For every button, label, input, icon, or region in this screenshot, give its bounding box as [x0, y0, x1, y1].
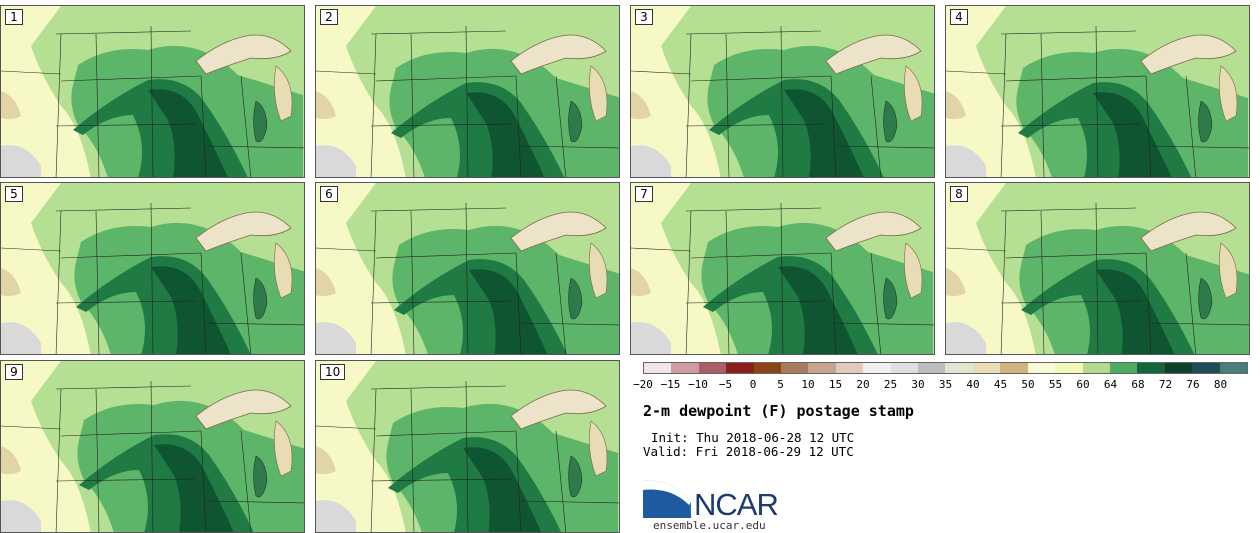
colorbar-tick: 45	[993, 378, 1008, 391]
colorbar-swatch	[1109, 363, 1138, 373]
colorbar-swatch	[1219, 363, 1247, 373]
dewpoint-map	[946, 6, 1249, 177]
map-panel: 9	[0, 360, 305, 533]
colorbar-swatch	[890, 363, 919, 373]
colorbar-swatch	[945, 363, 973, 373]
colorbar-swatch	[644, 363, 672, 373]
map-panel: 5	[0, 182, 305, 355]
colorbar-swatch	[918, 363, 946, 373]
panel-number-label: 8	[950, 186, 968, 202]
colorbar-swatch	[1192, 363, 1220, 373]
map-panel: 4	[945, 5, 1250, 178]
colorbar-tick: 55	[1048, 378, 1063, 391]
colorbar-swatch	[726, 363, 754, 373]
dewpoint-map	[316, 183, 619, 354]
valid-time: Valid: Fri 2018-06-29 12 UTC	[643, 444, 854, 459]
dewpoint-map	[1, 361, 304, 532]
map-panel: 7	[630, 182, 935, 355]
dewpoint-map	[631, 6, 934, 177]
colorbar-swatch	[1027, 363, 1056, 373]
colorbar-tick: 25	[883, 378, 898, 391]
figure-title: 2-m dewpoint (F) postage stamp	[643, 402, 914, 420]
colorbar-tick: −5	[718, 378, 733, 391]
colorbar-swatch	[972, 363, 1001, 373]
colorbar-tick: 50	[1021, 378, 1035, 391]
colorbar-tick: −15	[660, 378, 681, 391]
map-panel: 1	[0, 5, 305, 178]
panel-number-label: 6	[320, 186, 338, 202]
panel-number-label: 9	[5, 364, 23, 380]
colorbar-tick: 5	[777, 378, 784, 391]
colorbar-tick: 76	[1186, 378, 1200, 391]
panel-number-label: 10	[320, 364, 346, 380]
colorbar-tick-labels: −20 −15 −10 −5 0 5 10 15 20 25 30 35 40 45 50 55 60 64 68 7…	[633, 378, 1248, 392]
colorbar-tick: 40	[966, 378, 980, 391]
dewpoint-map	[1, 183, 304, 354]
colorbar-swatch	[781, 363, 809, 373]
colorbar-tick: 35	[938, 378, 953, 391]
colorbar-swatch	[1137, 363, 1165, 373]
colorbar-swatch	[1055, 363, 1083, 373]
colorbar-swatch	[808, 363, 836, 373]
dewpoint-map	[316, 6, 619, 177]
site-url: ensemble.ucar.edu	[653, 519, 766, 532]
dewpoint-map	[316, 361, 619, 532]
colorbar-swatch	[1000, 363, 1028, 373]
colorbar-swatch	[1164, 363, 1193, 373]
colorbar-swatch	[753, 363, 782, 373]
colorbar-swatch	[863, 363, 891, 373]
dewpoint-colorbar	[643, 362, 1248, 374]
colorbar-tick: −20	[633, 378, 653, 391]
colorbar-tick: 80	[1213, 378, 1228, 391]
logo-wordmark: NCAR	[694, 487, 779, 522]
init-time: Init: Thu 2018-06-28 12 UTC	[651, 430, 855, 445]
panel-number-label: 5	[5, 186, 23, 202]
colorbar-tick: 72	[1158, 378, 1173, 391]
dewpoint-map	[946, 183, 1249, 354]
colorbar-tick: 64	[1103, 378, 1118, 391]
colorbar-swatch	[698, 363, 727, 373]
colorbar-swatch	[1082, 363, 1110, 373]
colorbar-tick: 20	[856, 378, 870, 391]
colorbar-tick: 0	[749, 378, 757, 391]
panel-number-label: 1	[5, 9, 23, 25]
panel-number-label: 2	[320, 9, 338, 25]
panel-number-label: 3	[635, 9, 653, 25]
dewpoint-map	[631, 183, 934, 354]
map-panel: 3	[630, 5, 935, 178]
colorbar-tick: 60	[1076, 378, 1090, 391]
ncar-logo	[643, 480, 691, 518]
colorbar-tick: −10	[688, 378, 708, 391]
colorbar-swatch	[671, 363, 699, 373]
map-panel: 8	[945, 182, 1250, 355]
panel-number-label: 4	[950, 9, 968, 25]
colorbar-tick: 10	[801, 378, 815, 391]
colorbar-swatch	[835, 363, 864, 373]
map-panel: 6	[315, 182, 620, 355]
panel-number-label: 7	[635, 186, 653, 202]
map-panel: 10	[315, 360, 620, 533]
colorbar-tick: 68	[1131, 378, 1145, 391]
colorbar-tick: 15	[828, 378, 843, 391]
dewpoint-map	[1, 6, 304, 177]
colorbar-tick: 30	[911, 378, 925, 391]
map-panel: 2	[315, 5, 620, 178]
